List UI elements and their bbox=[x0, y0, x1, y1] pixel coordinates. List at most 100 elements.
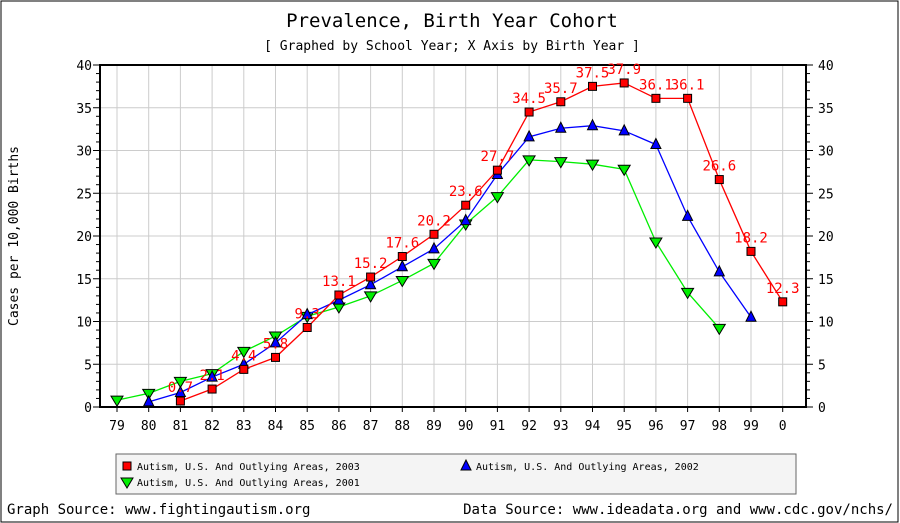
data-point bbox=[492, 165, 502, 175]
data-label: 34.5 bbox=[512, 91, 546, 107]
data-point bbox=[680, 287, 695, 300]
data-point bbox=[588, 81, 597, 91]
x-tick-label: 92 bbox=[521, 419, 537, 434]
data-point bbox=[459, 213, 472, 226]
data-point bbox=[712, 323, 727, 336]
data-label: 37.9 bbox=[607, 62, 641, 78]
data-point bbox=[175, 396, 185, 406]
y-tick-label-right: 5 bbox=[818, 358, 826, 373]
y-tick-label-right: 35 bbox=[818, 102, 834, 117]
data-point bbox=[427, 258, 441, 271]
data-label: 23.6 bbox=[449, 184, 483, 200]
y-tick-label-right: 30 bbox=[818, 145, 834, 160]
data-point bbox=[461, 200, 471, 210]
y-tick-label-left: 20 bbox=[76, 230, 92, 245]
data-point bbox=[524, 107, 534, 117]
legend-marker bbox=[122, 461, 132, 471]
data-point bbox=[778, 297, 788, 307]
data-point bbox=[271, 352, 280, 362]
plot-border bbox=[99, 64, 807, 408]
y-tick-label-right: 25 bbox=[818, 187, 834, 202]
data-point bbox=[523, 129, 535, 142]
data-point bbox=[746, 246, 756, 256]
x-tick-label: 84 bbox=[268, 419, 284, 434]
data-point bbox=[556, 97, 566, 107]
y-tick-label-left: 40 bbox=[76, 59, 92, 74]
data-point bbox=[239, 364, 249, 374]
data-label: 35.7 bbox=[544, 81, 578, 97]
data-label: 9.3 bbox=[295, 306, 320, 322]
data-point bbox=[174, 385, 187, 397]
x-tick-label: 88 bbox=[394, 419, 410, 434]
x-tick-label: 0 bbox=[779, 419, 787, 434]
data-point bbox=[649, 237, 663, 249]
data-point bbox=[617, 164, 632, 177]
y-axis-label: Cases per 10,000 Births bbox=[7, 146, 22, 326]
data-label: 37.5 bbox=[576, 65, 610, 81]
x-tick-label: 98 bbox=[711, 419, 727, 434]
x-tick-label: 90 bbox=[458, 419, 474, 434]
x-tick-label: 91 bbox=[490, 419, 506, 434]
data-label: 36.1 bbox=[671, 77, 705, 93]
legend-label: Autism, U.S. And Outlying Areas, 2002 bbox=[476, 462, 699, 473]
data-label: 20.2 bbox=[417, 213, 451, 229]
data-point bbox=[522, 155, 536, 167]
data-label: 0.7 bbox=[168, 380, 193, 396]
data-point bbox=[585, 159, 600, 172]
data-point bbox=[110, 395, 124, 408]
data-source: Data Source: www.ideadata.org and www.cd… bbox=[463, 502, 893, 518]
data-point bbox=[302, 322, 312, 332]
x-tick-label: 81 bbox=[173, 419, 189, 434]
graph-source: Graph Source: www.fightingautism.org bbox=[7, 502, 310, 518]
x-tick-label: 93 bbox=[553, 419, 569, 434]
data-label: 5.8 bbox=[263, 336, 288, 352]
data-label: 12.3 bbox=[766, 281, 800, 297]
x-tick-label: 85 bbox=[299, 419, 315, 434]
x-tick-label: 87 bbox=[363, 419, 379, 434]
legend-marker bbox=[120, 477, 134, 489]
data-label: 2.1 bbox=[199, 368, 224, 384]
x-tick-label: 82 bbox=[204, 419, 220, 434]
y-tick-label-left: 10 bbox=[76, 316, 92, 331]
data-point bbox=[396, 259, 409, 272]
data-point bbox=[619, 78, 629, 88]
x-tick-label: 83 bbox=[236, 419, 252, 434]
data-point bbox=[236, 346, 251, 359]
data-point bbox=[334, 290, 344, 300]
chart-title: Prevalence, Birth Year Cohort bbox=[286, 10, 618, 32]
series-line bbox=[180, 82, 784, 402]
data-label: 4.4 bbox=[231, 348, 256, 364]
x-tick-label: 80 bbox=[141, 419, 157, 434]
data-point bbox=[397, 252, 407, 262]
data-point bbox=[207, 384, 217, 394]
y-tick-label-left: 15 bbox=[76, 273, 92, 288]
x-tick-label: 95 bbox=[616, 419, 632, 434]
data-point bbox=[490, 192, 505, 204]
data-point bbox=[395, 275, 410, 288]
y-tick-label-right: 15 bbox=[818, 273, 834, 288]
y-tick-label-left: 0 bbox=[84, 401, 92, 416]
data-label: 17.6 bbox=[385, 236, 419, 252]
data-point bbox=[173, 376, 188, 389]
x-tick-label: 94 bbox=[585, 419, 601, 434]
y-tick-label-right: 10 bbox=[818, 316, 834, 331]
legend-marker bbox=[460, 458, 472, 471]
data-point bbox=[618, 123, 631, 136]
data-point bbox=[586, 118, 599, 131]
data-point bbox=[142, 394, 155, 407]
data-point bbox=[651, 93, 661, 103]
x-tick-label: 79 bbox=[109, 419, 125, 434]
data-point bbox=[554, 121, 567, 133]
data-point bbox=[206, 369, 218, 382]
data-point bbox=[553, 157, 568, 169]
data-point bbox=[713, 264, 726, 277]
data-point bbox=[269, 335, 282, 348]
y-tick-label-left: 25 bbox=[76, 187, 92, 202]
y-tick-label-left: 5 bbox=[84, 358, 92, 373]
x-tick-label: 97 bbox=[680, 419, 696, 434]
legend-box bbox=[115, 453, 797, 495]
data-point bbox=[681, 209, 694, 221]
data-label: 26.6 bbox=[702, 159, 736, 175]
data-label: 13.1 bbox=[322, 274, 356, 290]
